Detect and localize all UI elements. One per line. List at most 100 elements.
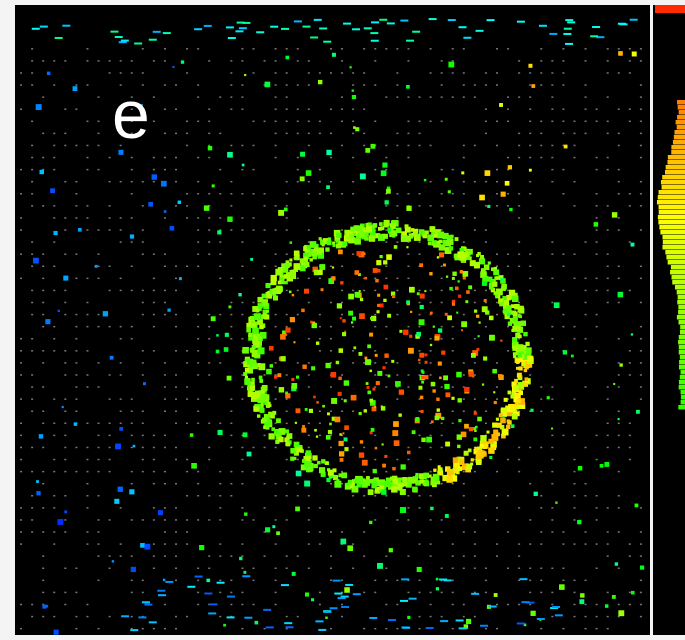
pmt <box>297 108 299 110</box>
pmt <box>142 628 144 630</box>
hit <box>519 366 523 370</box>
pmt <box>42 386 44 388</box>
hit <box>447 315 452 320</box>
pmt <box>629 435 631 437</box>
pmt <box>42 266 44 268</box>
pmt <box>175 616 177 618</box>
hit <box>430 507 433 510</box>
hit <box>74 422 77 425</box>
pmt <box>264 266 266 268</box>
pmt <box>208 121 210 123</box>
hit <box>501 407 507 413</box>
pmt <box>219 96 221 98</box>
hit <box>438 243 441 246</box>
hit <box>352 95 356 99</box>
pmt <box>241 507 243 509</box>
pmt <box>396 314 398 316</box>
pmt <box>452 96 454 98</box>
hit <box>394 440 400 446</box>
pmt <box>197 410 199 412</box>
pmt <box>53 326 55 328</box>
pmt <box>596 628 598 630</box>
hit <box>482 306 488 312</box>
pmt <box>441 60 443 62</box>
pmt <box>20 217 22 219</box>
pmt <box>75 253 77 255</box>
pmt <box>31 121 33 123</box>
pmt <box>385 580 387 582</box>
pmt <box>31 181 33 183</box>
pmt <box>75 193 77 195</box>
pmt <box>485 84 487 86</box>
pmt <box>374 217 376 219</box>
pmt <box>131 398 133 400</box>
hit <box>452 277 455 280</box>
hist-bar <box>678 340 685 345</box>
hit <box>409 287 415 293</box>
pmt <box>585 483 587 485</box>
pmt <box>518 568 520 570</box>
pmt <box>463 531 465 533</box>
hit <box>248 333 252 337</box>
pmt <box>86 229 88 231</box>
pmt <box>86 531 88 533</box>
pmt <box>186 519 188 521</box>
pmt <box>540 205 542 207</box>
pmt <box>341 314 343 316</box>
pmt <box>53 459 55 461</box>
pmt <box>585 362 587 364</box>
pmt <box>75 350 77 352</box>
hit <box>383 260 387 264</box>
hit <box>330 607 338 609</box>
hit <box>495 294 498 297</box>
pmt <box>485 398 487 400</box>
hit <box>387 228 391 232</box>
pmt <box>507 157 509 159</box>
pmt <box>31 145 33 147</box>
hit <box>452 303 455 306</box>
pmt <box>374 60 376 62</box>
hit <box>278 437 283 442</box>
pmt <box>363 507 365 509</box>
hit <box>478 321 480 323</box>
hit <box>385 163 387 165</box>
pmt <box>286 495 288 497</box>
pmt <box>197 495 199 497</box>
pmt <box>230 84 232 86</box>
pmt <box>385 471 387 473</box>
pmt <box>264 507 266 509</box>
hist-bar <box>679 380 685 385</box>
pmt <box>518 72 520 74</box>
pmt <box>474 616 476 618</box>
pmt <box>607 628 609 630</box>
pmt <box>540 592 542 594</box>
pmt <box>396 205 398 207</box>
pmt <box>219 362 221 364</box>
pmt <box>53 350 55 352</box>
hist-bar <box>670 270 685 275</box>
pmt <box>109 447 111 449</box>
hit <box>551 428 553 430</box>
pmt <box>98 314 100 316</box>
pmt <box>308 568 310 570</box>
pmt <box>551 386 553 388</box>
pmt <box>585 48 587 50</box>
pmt <box>629 555 631 557</box>
pmt <box>31 169 33 171</box>
pmt <box>53 592 55 594</box>
hit <box>244 512 247 515</box>
pmt <box>86 471 88 473</box>
hit <box>237 22 245 24</box>
pmt <box>540 398 542 400</box>
hit <box>489 456 492 459</box>
hit <box>512 346 517 351</box>
pmt <box>496 507 498 509</box>
hit <box>251 378 255 382</box>
hit <box>57 519 63 525</box>
hit <box>358 352 362 356</box>
hit <box>466 290 470 294</box>
pmt <box>186 145 188 147</box>
pmt <box>275 229 277 231</box>
pmt <box>53 169 55 171</box>
hist-bar <box>663 240 685 245</box>
